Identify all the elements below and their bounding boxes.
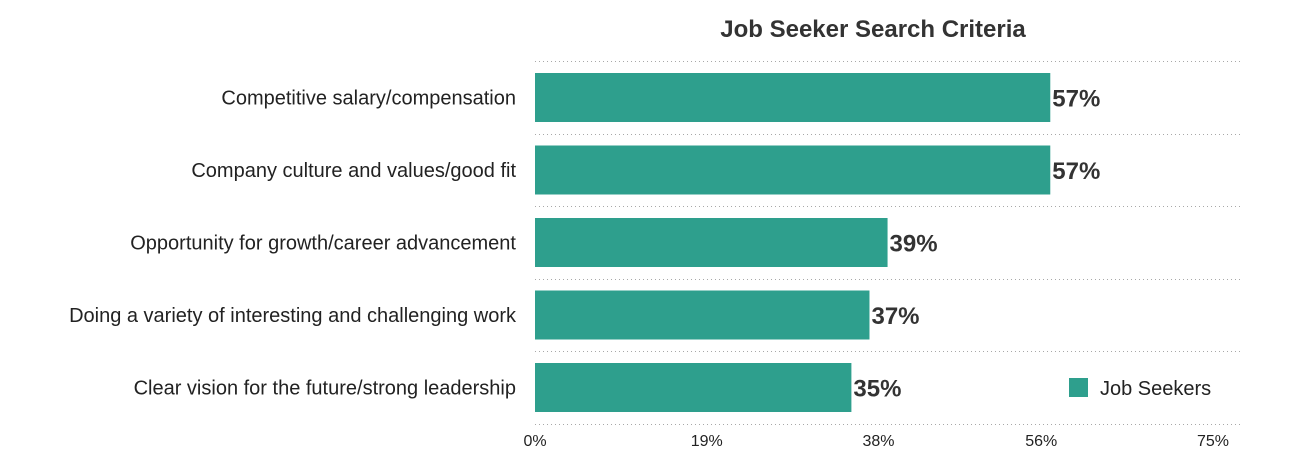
- category-label: Clear vision for the future/strong leade…: [134, 378, 516, 400]
- bars-layer: [535, 73, 1051, 412]
- category-labels: Competitive salary/compensation Company c…: [69, 88, 517, 400]
- category-label: Opportunity for growth/career advancemen…: [130, 233, 516, 255]
- x-tick-label: 56%: [1025, 433, 1057, 450]
- grid-layer: [535, 61, 1240, 425]
- category-label: Doing a variety of interesting and chall…: [69, 305, 517, 327]
- bar: [535, 290, 870, 340]
- chart-title: Job Seeker Search Criteria: [720, 16, 1026, 43]
- legend-label: Job Seekers: [1100, 378, 1211, 400]
- x-tick-label: 19%: [691, 433, 723, 450]
- category-label: Competitive salary/compensation: [221, 88, 516, 110]
- bar: [535, 73, 1051, 122]
- legend-swatch: [1069, 378, 1088, 397]
- value-label: 57%: [1052, 86, 1100, 113]
- legend: Job Seekers: [1069, 378, 1211, 400]
- value-label: 39%: [890, 231, 938, 258]
- value-label: 57%: [1052, 158, 1100, 185]
- bar: [535, 363, 852, 412]
- value-label: 37%: [871, 303, 919, 330]
- x-tick-label: 38%: [863, 433, 895, 450]
- x-axis-ticks: 0% 19% 38% 56% 75%: [523, 433, 1229, 450]
- bar: [535, 218, 888, 267]
- x-tick-label: 75%: [1197, 433, 1229, 450]
- value-labels: 57% 57% 39% 37% 35%: [853, 86, 1100, 403]
- x-tick-label: 0%: [523, 433, 546, 450]
- value-label: 35%: [853, 376, 901, 403]
- bar: [535, 145, 1051, 195]
- category-label: Company culture and values/good fit: [191, 160, 516, 182]
